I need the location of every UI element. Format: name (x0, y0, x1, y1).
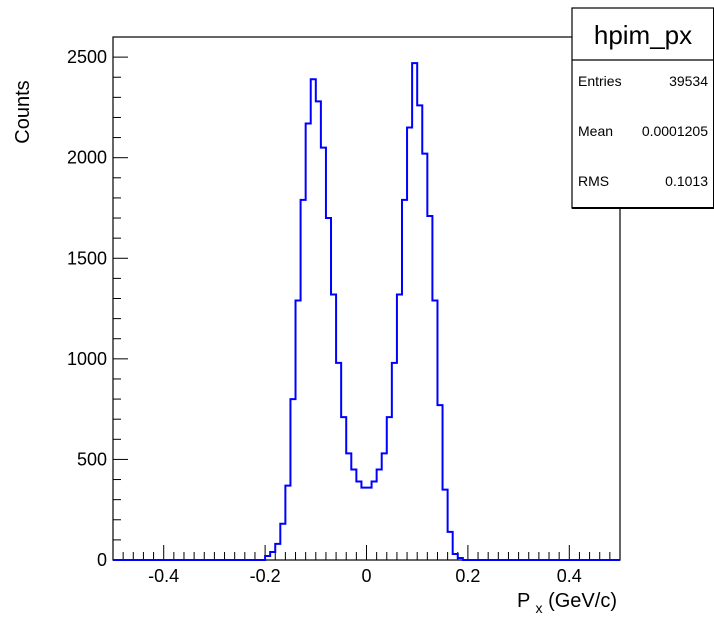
x-tick-label: -0.2 (250, 566, 281, 586)
stats-rms-label: RMS (578, 173, 609, 189)
histogram-line (113, 62, 620, 561)
y-tick-label: 2000 (67, 148, 107, 168)
x-axis-ticks: -0.4 -0.2 0 0.2 0.4 (122, 545, 611, 586)
y-tick-label: 1000 (67, 349, 107, 369)
y-axis-ticks: 0 500 1000 1500 2000 2500 (67, 36, 128, 570)
x-axis-title: P x (GeV/c) (517, 590, 617, 618)
y-axis-title: Counts (12, 80, 34, 143)
x-axis-title-sub: x (536, 600, 543, 616)
stats-rms-value: 0.1013 (665, 173, 708, 189)
stats-box-title: hpim_px (594, 20, 692, 50)
x-tick-label: 0 (361, 566, 371, 586)
x-tick-label: 0.2 (455, 566, 480, 586)
y-tick-label: 2500 (67, 47, 107, 67)
stats-mean-label: Mean (578, 123, 613, 139)
stats-entries-value: 39534 (669, 73, 708, 89)
y-tick-label: 500 (77, 449, 107, 469)
y-tick-label: 1500 (67, 248, 107, 268)
x-tick-label: -0.4 (148, 566, 179, 586)
x-axis-title-unit: (GeV/c) (548, 590, 617, 612)
plot-frame (112, 36, 621, 561)
x-axis-title-main: P (517, 590, 530, 612)
x-tick-label: 0.4 (557, 566, 582, 586)
stats-entries-label: Entries (578, 73, 622, 89)
stats-mean-value: 0.0001205 (642, 123, 708, 139)
y-tick-label: 0 (97, 550, 107, 570)
stats-box: hpim_px Entries 39534 Mean 0.0001205 RMS… (571, 7, 714, 209)
